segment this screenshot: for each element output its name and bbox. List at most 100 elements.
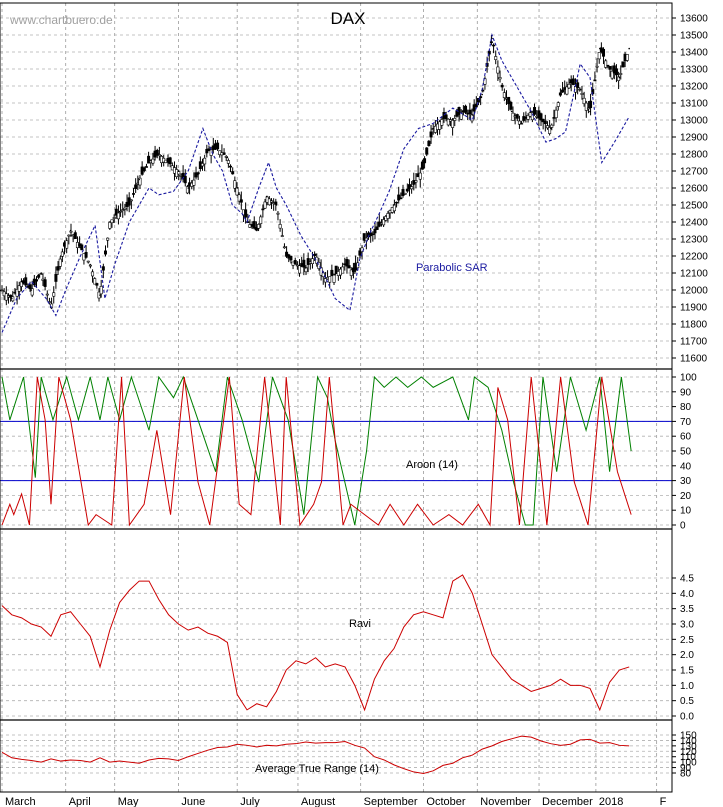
close-point — [177, 170, 180, 172]
close-point — [295, 263, 297, 266]
y-tick-label: 13500 — [680, 31, 708, 42]
close-point — [158, 153, 160, 155]
close-point — [510, 110, 513, 113]
close-point — [236, 187, 238, 189]
close-point — [432, 127, 435, 130]
candle-body — [239, 199, 243, 203]
close-point — [79, 246, 82, 249]
candle-body — [545, 125, 549, 129]
panel-frames — [0, 2, 676, 793]
candle-body — [65, 240, 69, 249]
candle-body — [530, 112, 534, 121]
candle-body — [468, 109, 472, 115]
candle-body — [589, 100, 593, 109]
candle-body — [84, 251, 88, 258]
candle-body — [177, 171, 181, 175]
candle-body — [483, 78, 487, 85]
month-label: F — [660, 796, 667, 807]
close-point — [412, 183, 415, 186]
close-point — [628, 47, 630, 50]
candle-body — [116, 212, 120, 220]
candle-body — [183, 175, 187, 184]
candle-body — [263, 201, 267, 209]
candle-body — [395, 201, 399, 204]
close-point — [11, 297, 13, 300]
candle-body — [321, 272, 325, 278]
candle-body — [216, 142, 220, 150]
candle-body — [144, 166, 148, 168]
candle-body — [231, 171, 235, 175]
y-tick-label: 13200 — [680, 82, 708, 93]
close-point — [599, 47, 601, 50]
y-tick-label: 50 — [680, 447, 692, 458]
candle-body — [276, 212, 280, 215]
month-label: November — [480, 796, 531, 807]
close-point — [344, 263, 346, 266]
candle-body — [317, 262, 321, 269]
close-point — [314, 253, 317, 256]
y-tick-label: 90 — [680, 763, 692, 774]
candle-body — [498, 77, 502, 80]
candle-body — [349, 269, 353, 276]
candle-body — [201, 163, 205, 167]
y-tick-label: 3.0 — [680, 620, 694, 631]
parabolic-sar-line — [1, 32, 630, 333]
y-tick-label: 2.0 — [680, 650, 694, 661]
candle-body — [151, 158, 155, 164]
atr-line — [1, 735, 630, 775]
candle-body — [129, 199, 133, 202]
candle-body — [595, 65, 599, 68]
candle-body — [58, 258, 62, 267]
close-point — [579, 88, 581, 91]
watermark: www.chartbuero.de — [9, 13, 113, 27]
candle-body — [34, 279, 38, 282]
candle-body — [614, 68, 618, 76]
candle-body — [289, 255, 293, 261]
candle-body — [446, 118, 450, 126]
candle-body — [418, 172, 422, 180]
candle-body — [347, 265, 351, 269]
candle-body — [576, 82, 580, 88]
y-tick-label: 130 — [680, 741, 697, 752]
y-tick-label: 12100 — [680, 269, 708, 280]
candle-body — [252, 221, 256, 229]
close-point — [393, 204, 395, 206]
close-point — [207, 149, 209, 152]
candle-body — [597, 52, 601, 60]
close-point — [265, 195, 268, 198]
candle-body — [502, 92, 506, 98]
candle-body — [474, 103, 478, 108]
candle-body — [332, 274, 336, 283]
candle-body — [259, 216, 263, 224]
candle-body — [257, 224, 261, 229]
candle-body — [244, 209, 248, 218]
close-point — [60, 255, 62, 257]
y-tick-label: 12800 — [680, 150, 708, 161]
candle-body — [293, 260, 297, 265]
candle-body — [302, 259, 306, 268]
y-tick-label: 13000 — [680, 116, 708, 127]
candle-body — [52, 292, 56, 297]
candle-body — [192, 179, 196, 186]
candle-body — [226, 160, 230, 164]
candle-body — [548, 127, 552, 134]
close-point — [216, 148, 219, 150]
candle-body — [373, 228, 377, 234]
month-label: October — [426, 796, 465, 807]
candle-body — [73, 232, 77, 239]
close-point — [334, 273, 337, 276]
candle-body — [425, 147, 429, 155]
candle-body — [269, 200, 273, 203]
candle-body — [106, 237, 110, 241]
candle-body — [479, 96, 483, 99]
close-point — [89, 263, 91, 266]
candle-body — [28, 284, 32, 290]
candle-body — [440, 119, 444, 126]
candle-body — [604, 60, 608, 68]
y-tick-label: 110 — [680, 752, 696, 763]
candle-body — [414, 180, 418, 183]
y-tick-label: 12900 — [680, 133, 708, 144]
close-point — [363, 238, 366, 240]
y-tick-label: 10 — [680, 506, 692, 517]
